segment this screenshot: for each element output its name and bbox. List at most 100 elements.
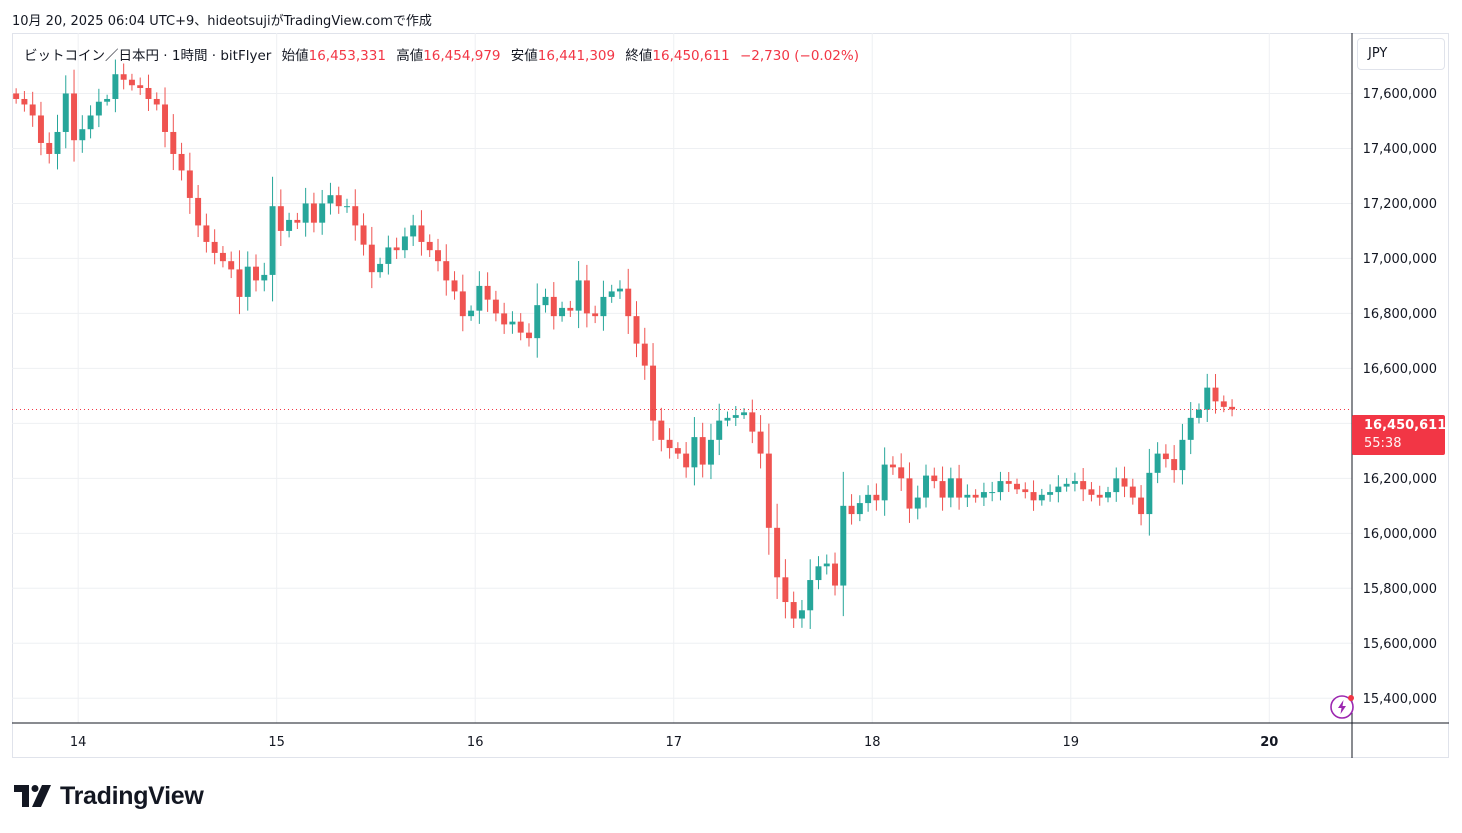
- candle-down[interactable]: [426, 234, 433, 257]
- candle-up[interactable]: [1047, 484, 1054, 502]
- candle-up[interactable]: [509, 311, 516, 334]
- candle-down[interactable]: [765, 423, 772, 555]
- candle-up[interactable]: [865, 485, 872, 512]
- candle-down[interactable]: [228, 251, 235, 279]
- candle-down[interactable]: [517, 313, 524, 341]
- candle-up[interactable]: [707, 423, 714, 480]
- candle-up[interactable]: [79, 115, 86, 153]
- candle-up[interactable]: [1179, 423, 1186, 485]
- candle-down[interactable]: [170, 114, 177, 171]
- candle-down[interactable]: [13, 88, 20, 104]
- candle-down[interactable]: [1088, 482, 1095, 502]
- candle-down[interactable]: [418, 210, 425, 256]
- candle-down[interactable]: [774, 503, 781, 599]
- candle-up[interactable]: [54, 114, 61, 170]
- candle-down[interactable]: [1138, 485, 1145, 526]
- candle-down[interactable]: [641, 327, 648, 380]
- candle-down[interactable]: [1080, 468, 1087, 502]
- candle-down[interactable]: [71, 69, 78, 162]
- candle-up[interactable]: [344, 198, 350, 213]
- candle-up[interactable]: [319, 189, 326, 235]
- candle-up[interactable]: [542, 288, 549, 313]
- candle-up[interactable]: [244, 251, 251, 311]
- candle-down[interactable]: [29, 91, 36, 127]
- candle-down[interactable]: [277, 189, 284, 247]
- candle-down[interactable]: [393, 237, 400, 259]
- candle-up[interactable]: [914, 485, 921, 520]
- candle-up[interactable]: [881, 447, 888, 516]
- candle-up[interactable]: [947, 467, 954, 508]
- candle-down[interactable]: [898, 453, 905, 491]
- candle-up[interactable]: [608, 284, 615, 303]
- lightning-icon[interactable]: [1329, 694, 1355, 720]
- candle-down[interactable]: [889, 456, 896, 475]
- candle-down[interactable]: [1096, 485, 1103, 506]
- candle-down[interactable]: [832, 552, 839, 596]
- candle-up[interactable]: [724, 411, 731, 427]
- candle-down[interactable]: [145, 74, 152, 111]
- candle-up[interactable]: [1055, 475, 1062, 503]
- candle-up[interactable]: [600, 280, 607, 331]
- currency-button[interactable]: JPY: [1357, 38, 1445, 70]
- candle-down[interactable]: [550, 282, 557, 330]
- candle-down[interactable]: [211, 229, 218, 265]
- candle-up[interactable]: [1204, 373, 1211, 422]
- candle-up[interactable]: [1063, 478, 1070, 492]
- candle-down[interactable]: [1129, 478, 1136, 505]
- candle-up[interactable]: [104, 94, 111, 106]
- candle-up[interactable]: [840, 471, 847, 617]
- candle-up[interactable]: [964, 484, 971, 507]
- candle-down[interactable]: [1030, 480, 1037, 511]
- candle-up[interactable]: [95, 88, 102, 128]
- candle-up[interactable]: [410, 214, 417, 246]
- candle-down[interactable]: [1121, 466, 1128, 498]
- candle-up[interactable]: [980, 482, 987, 506]
- candle-up[interactable]: [1195, 403, 1202, 424]
- candle-down[interactable]: [567, 300, 574, 317]
- candle-down[interactable]: [310, 192, 317, 233]
- candle-down[interactable]: [203, 213, 210, 253]
- candle-up[interactable]: [468, 305, 475, 321]
- candle-down[interactable]: [128, 73, 135, 91]
- candle-down[interactable]: [583, 264, 590, 328]
- candle-down[interactable]: [352, 189, 359, 241]
- candle-up[interactable]: [385, 235, 392, 275]
- candle-up[interactable]: [302, 187, 309, 237]
- candle-up[interactable]: [1071, 472, 1078, 492]
- candle-down[interactable]: [1220, 395, 1227, 413]
- candle-down[interactable]: [906, 462, 913, 523]
- candle-down[interactable]: [931, 467, 938, 489]
- candle-down[interactable]: [186, 152, 193, 214]
- candle-down[interactable]: [459, 274, 466, 332]
- candle-down[interactable]: [492, 290, 499, 322]
- candle-up[interactable]: [62, 75, 69, 149]
- candle-down[interactable]: [360, 213, 367, 256]
- candle-down[interactable]: [294, 212, 301, 229]
- candle-down[interactable]: [782, 559, 789, 619]
- candle-down[interactable]: [1229, 399, 1236, 417]
- candle-down[interactable]: [757, 415, 764, 469]
- candle-up[interactable]: [377, 257, 384, 278]
- candle-up[interactable]: [401, 227, 408, 259]
- candle-up[interactable]: [1146, 448, 1153, 536]
- candle-down[interactable]: [848, 494, 855, 525]
- candle-up[interactable]: [269, 176, 276, 302]
- candle-down[interactable]: [873, 483, 880, 511]
- candle-up[interactable]: [997, 471, 1004, 501]
- candle-down[interactable]: [749, 399, 756, 444]
- candle-down[interactable]: [451, 271, 458, 300]
- candle-up[interactable]: [856, 495, 863, 522]
- candle-down[interactable]: [658, 407, 665, 452]
- candle-up[interactable]: [261, 262, 268, 292]
- candle-up[interactable]: [989, 481, 996, 502]
- candle-down[interactable]: [699, 422, 706, 478]
- candle-up[interactable]: [1105, 486, 1111, 503]
- candle-down[interactable]: [1171, 445, 1178, 483]
- candle-up[interactable]: [575, 261, 582, 329]
- candle-down[interactable]: [1005, 472, 1012, 493]
- candle-down[interactable]: [219, 246, 226, 268]
- candle-up[interactable]: [732, 406, 739, 427]
- candle-down[interactable]: [253, 254, 259, 292]
- candle-up[interactable]: [327, 182, 334, 215]
